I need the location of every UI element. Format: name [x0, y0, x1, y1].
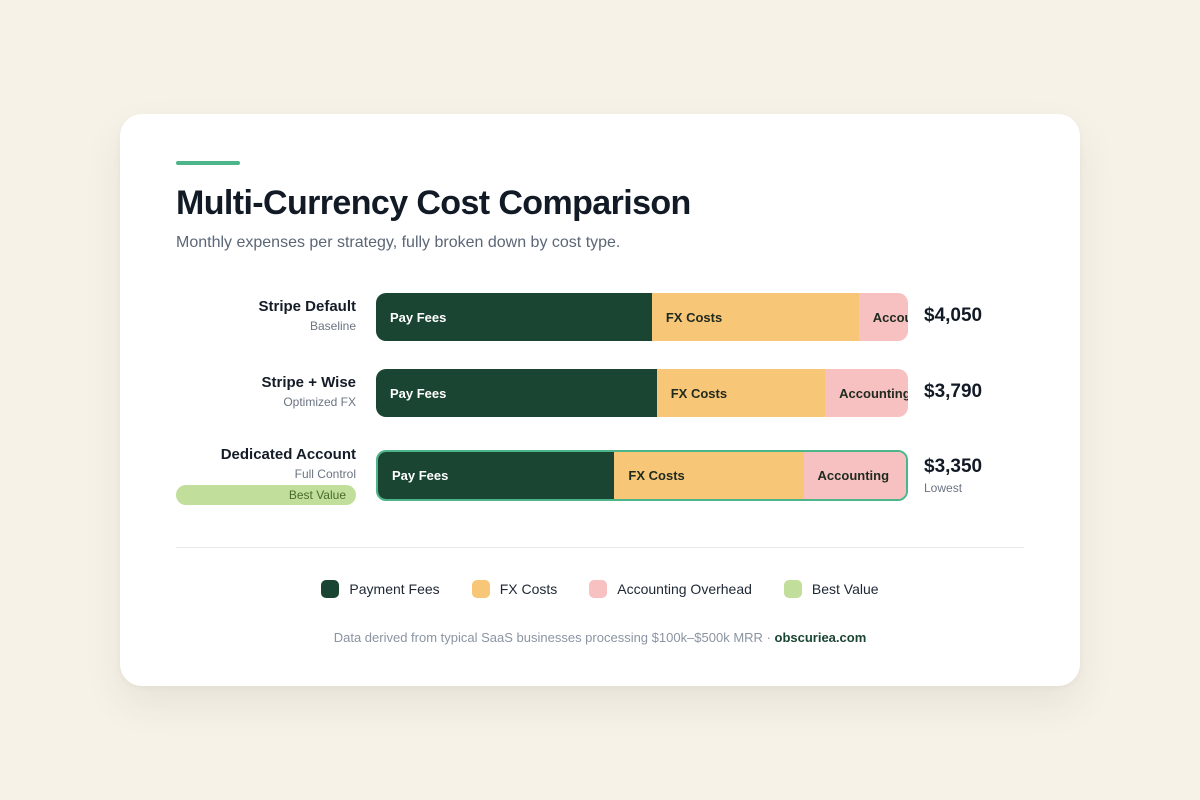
- segment-label: Accounting: [839, 385, 908, 401]
- row-label: Dedicated Account Full Control Best Valu…: [176, 446, 356, 505]
- category-note: Baseline: [309, 319, 356, 333]
- chart-row-dedicated-account: Dedicated Account Full Control Best Valu…: [120, 446, 1080, 510]
- swatch-best-value: [783, 580, 802, 598]
- legend-label: Accounting Overhead: [617, 581, 752, 597]
- segment-label: Accounting: [817, 468, 890, 483]
- bar-segment-payment-fees[interactable]: Pay Fees: [376, 369, 657, 417]
- legend: Payment Fees FX Costs Accounting Overhea…: [120, 580, 1080, 598]
- segment-label: Pay Fees: [392, 468, 449, 483]
- legend-label: Best Value: [811, 581, 879, 597]
- bar-segment-payment-fees[interactable]: Pay Fees: [376, 293, 652, 341]
- best-value-badge: Best Value: [176, 485, 356, 505]
- bar-segment-accounting[interactable]: Accounting: [858, 293, 908, 341]
- category-label: Stripe + Wise: [261, 374, 356, 391]
- bar-segment-accounting[interactable]: Accounting: [803, 452, 906, 499]
- category-note: Full Control: [294, 467, 356, 481]
- segment-label: Pay Fees: [390, 309, 447, 325]
- bar-segment-accounting[interactable]: Accounting: [825, 369, 908, 417]
- chart-card: Multi-Currency Cost Comparison Monthly e…: [120, 114, 1080, 686]
- legend-item-payment-fees[interactable]: Payment Fees: [321, 580, 440, 598]
- total-value: $4,050: [924, 305, 983, 326]
- stacked-bar-highlighted[interactable]: Pay Fees FX Costs Accounting: [376, 450, 908, 501]
- legend-label: Payment Fees: [349, 581, 440, 597]
- lowest-note: Lowest: [924, 481, 963, 495]
- category-label: Stripe Default: [258, 298, 356, 315]
- row-label: Stripe Default Baseline: [176, 298, 356, 334]
- total-value: $3,790: [924, 381, 983, 402]
- swatch-payment-fees: [321, 580, 340, 598]
- chart-row-stripe-wise: Stripe + Wise Optimized FX Pay Fees FX C…: [120, 369, 1080, 417]
- footer-note: Data derived from typical SaaS businesse…: [120, 630, 1080, 645]
- row-label: Stripe + Wise Optimized FX: [176, 374, 356, 410]
- bar-segment-fx-costs[interactable]: FX Costs: [651, 293, 859, 341]
- footer-brand-link[interactable]: obscuriea.com: [774, 630, 867, 645]
- stacked-bar[interactable]: Pay Fees FX Costs Accounting: [376, 369, 908, 417]
- segment-label: FX Costs: [628, 468, 685, 483]
- bar-segment-fx-costs[interactable]: FX Costs: [614, 452, 804, 499]
- segment-label: FX Costs: [670, 385, 728, 401]
- category-label: Dedicated Account: [220, 446, 356, 463]
- legend-item-fx-costs[interactable]: FX Costs: [471, 580, 558, 598]
- segment-label: FX Costs: [665, 309, 723, 325]
- chart-title: Multi-Currency Cost Comparison: [176, 184, 691, 222]
- legend-item-best-value[interactable]: Best Value: [783, 580, 879, 598]
- segment-label: Pay Fees: [390, 385, 447, 401]
- total-value: $3,350: [924, 456, 983, 477]
- bar-segment-payment-fees[interactable]: Pay Fees: [378, 452, 615, 499]
- stacked-bar[interactable]: Pay Fees FX Costs Accounting: [376, 293, 908, 341]
- swatch-fx-costs: [471, 580, 490, 598]
- category-note: Optimized FX: [283, 395, 356, 409]
- segment-label: Accounting: [872, 309, 908, 325]
- legend-item-accounting-overhead[interactable]: Accounting Overhead: [589, 580, 752, 598]
- bar-segment-fx-costs[interactable]: FX Costs: [656, 369, 826, 417]
- accent-bar: [176, 161, 240, 165]
- legend-label: FX Costs: [499, 581, 558, 597]
- swatch-accounting-overhead: [589, 580, 608, 598]
- chart-row-stripe-default: Stripe Default Baseline Pay Fees FX Cost…: [120, 293, 1080, 341]
- chart-subtitle: Monthly expenses per strategy, fully bro…: [176, 234, 621, 251]
- footer-text: Data derived from typical SaaS businesse…: [333, 630, 775, 645]
- divider: [176, 547, 1024, 548]
